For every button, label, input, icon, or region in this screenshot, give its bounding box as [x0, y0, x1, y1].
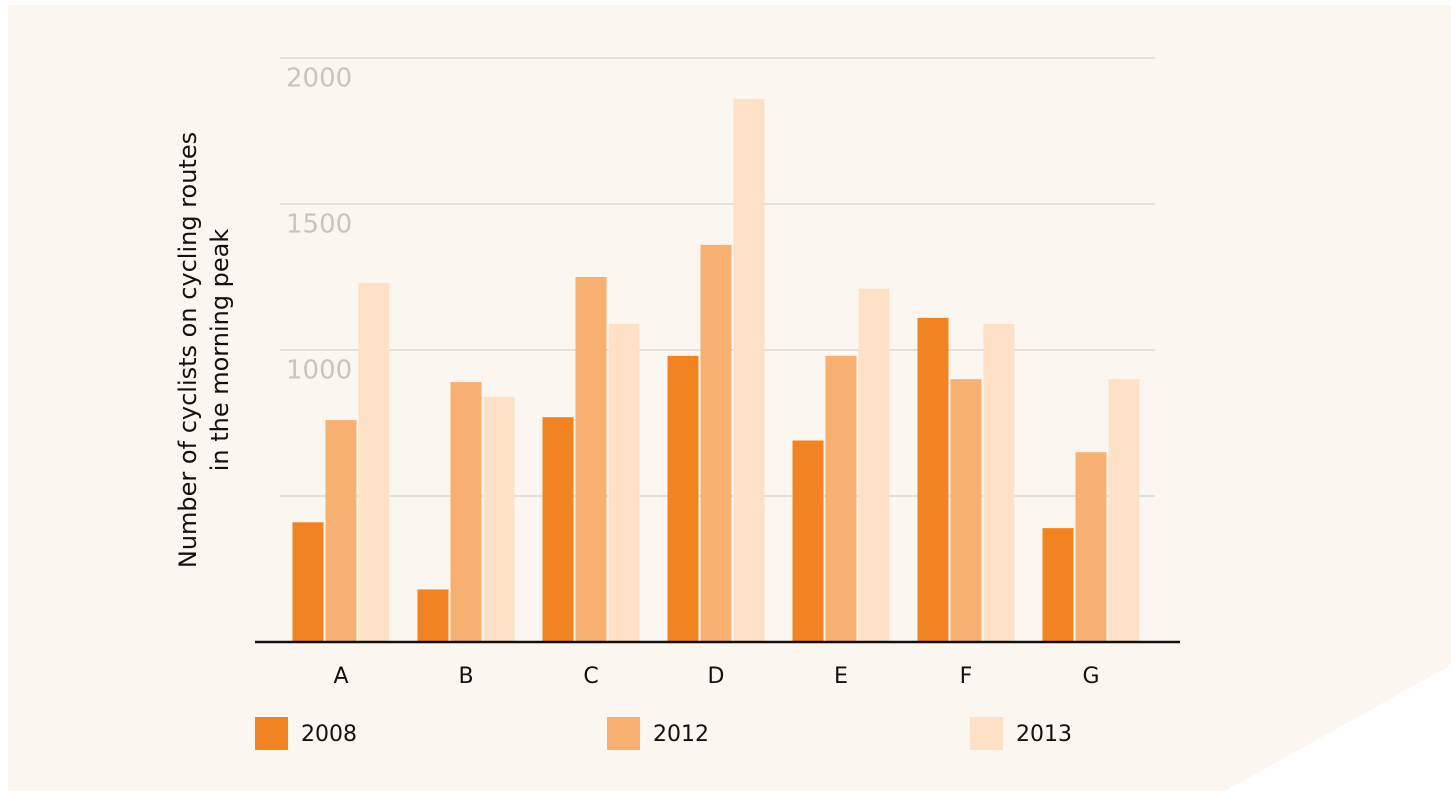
- y-axis-title: in the morning peak: [206, 229, 234, 472]
- y-tick-label: 2000: [286, 64, 352, 94]
- bar: [358, 282, 390, 642]
- bar: [950, 379, 982, 642]
- bar: [450, 382, 482, 642]
- bar: [608, 323, 640, 642]
- bar: [575, 277, 607, 642]
- bar: [1042, 528, 1074, 642]
- x-tick-label: F: [960, 664, 973, 689]
- bar: [292, 522, 324, 642]
- bar: [858, 288, 890, 642]
- bar: [825, 355, 857, 642]
- x-tick-label: G: [1082, 664, 1099, 689]
- bar: [483, 396, 515, 642]
- bar: [917, 317, 949, 642]
- x-tick-label: A: [333, 664, 348, 689]
- bar: [700, 244, 732, 642]
- y-tick-label: 1000: [286, 356, 352, 386]
- bar: [325, 420, 357, 642]
- bar: [983, 323, 1015, 642]
- x-tick-label: D: [708, 664, 725, 689]
- legend-swatch: [607, 717, 640, 750]
- x-tick-label: B: [458, 664, 473, 689]
- legend-swatch: [970, 717, 1003, 750]
- legend-label: 2012: [653, 722, 709, 747]
- y-tick-label: 1500: [286, 210, 352, 240]
- bar: [792, 440, 824, 642]
- bar: [1075, 452, 1107, 642]
- bar: [542, 417, 574, 642]
- legend-swatch: [255, 717, 288, 750]
- x-tick-label: E: [834, 664, 848, 689]
- x-tick-label: C: [583, 664, 598, 689]
- y-axis-title: Number of cyclists on cycling routes: [174, 132, 202, 568]
- bar: [417, 589, 449, 642]
- bar: [733, 98, 765, 642]
- legend-label: 2008: [301, 722, 357, 747]
- bar: [1108, 379, 1140, 642]
- bar: [667, 355, 699, 642]
- legend-label: 2013: [1016, 722, 1072, 747]
